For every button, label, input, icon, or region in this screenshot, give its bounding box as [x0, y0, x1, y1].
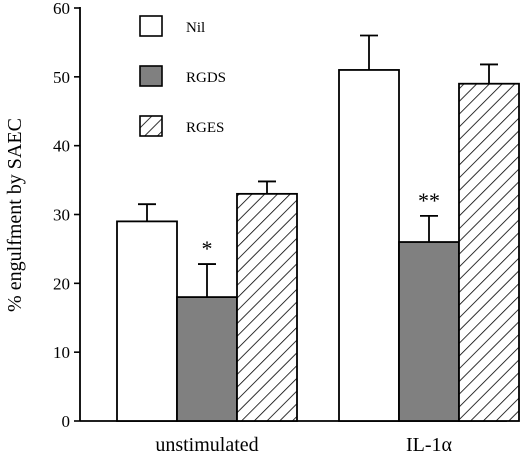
bar-nil-il1a: [338, 69, 400, 422]
significance-marker: *: [202, 236, 213, 261]
legend-swatch-nil: [139, 15, 163, 37]
y-tick-label: 30: [53, 206, 70, 225]
category-label: unstimulated: [155, 434, 258, 456]
y-tick-label: 10: [53, 343, 70, 362]
y-tick-label: 40: [53, 137, 70, 156]
legend-swatch-rgds: [139, 65, 163, 87]
legend-swatch-rges: [139, 115, 163, 137]
bar-rgds-unstimulated: [176, 296, 238, 422]
y-tick-label: 50: [53, 68, 70, 87]
legend-label-nil: Nil: [186, 20, 205, 36]
bar-rgds-il1a: [398, 241, 460, 422]
significance-marker: **: [418, 188, 440, 213]
bar-nil-unstimulated: [116, 220, 178, 422]
legend-label-rges: RGES: [186, 120, 224, 136]
bar-rges-unstimulated: [236, 192, 298, 422]
bar-rges-il1a: [458, 82, 520, 422]
y-axis-label: % engulfment by SAEC: [4, 118, 26, 312]
category-label: IL-1α: [406, 434, 453, 456]
y-tick-label: 20: [53, 274, 70, 293]
legend: Nil RGDS RGES: [139, 15, 226, 137]
y-tick-label: 60: [53, 0, 70, 18]
y-tick-label: 0: [62, 412, 71, 431]
legend-label-rgds: RGDS: [186, 70, 226, 86]
